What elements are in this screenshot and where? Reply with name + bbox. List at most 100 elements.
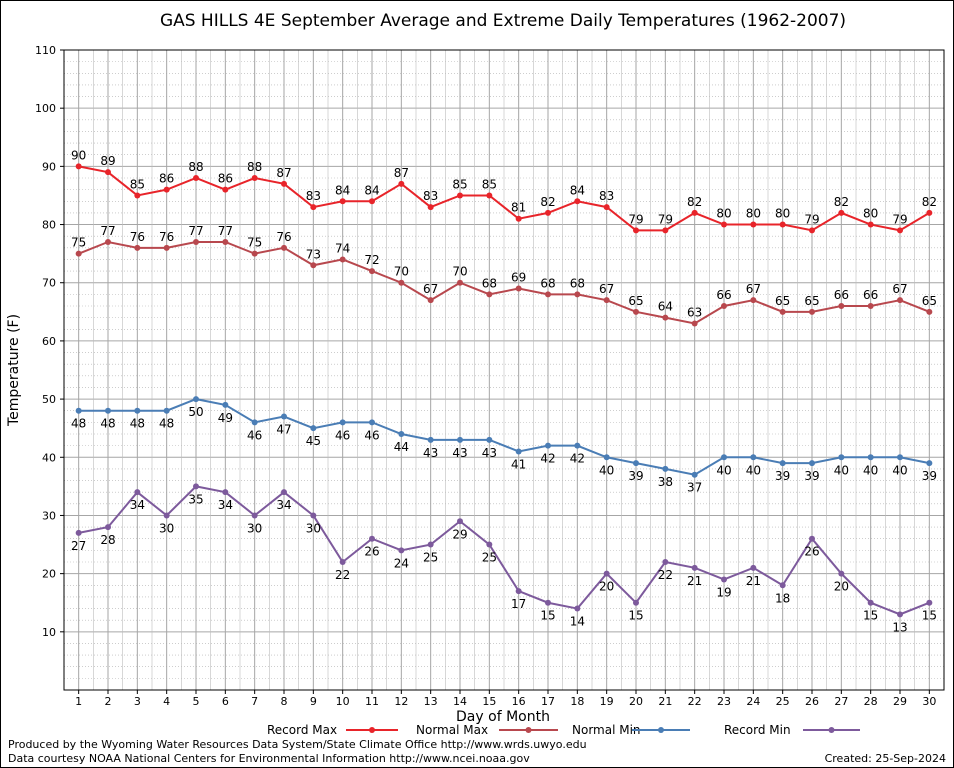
x-tick-label: 13 (424, 695, 438, 708)
data-label: 77 (218, 224, 233, 238)
data-point (515, 285, 522, 292)
data-point (721, 221, 727, 228)
y-tick-label: 40 (42, 451, 56, 464)
data-point (457, 279, 463, 286)
data-point (193, 239, 199, 245)
data-label: 84 (335, 183, 350, 197)
x-tick-label: 17 (541, 695, 555, 708)
data-label: 34 (276, 498, 291, 512)
data-label: 67 (423, 282, 438, 296)
data-point (574, 605, 581, 612)
legend: Record Max Normal Max Normal Min Record Min (267, 723, 860, 737)
data-label: 87 (276, 166, 291, 180)
data-label: 40 (716, 463, 731, 477)
y-tick-label: 60 (42, 335, 56, 348)
data-label: 67 (746, 282, 761, 296)
data-label: 43 (452, 446, 467, 460)
y-tick-label: 10 (42, 626, 56, 639)
data-point (339, 256, 346, 263)
data-label: 67 (892, 282, 907, 296)
data-point (545, 291, 551, 298)
data-point (809, 460, 815, 467)
x-tick-label: 9 (310, 695, 317, 708)
data-label: 46 (364, 428, 379, 442)
data-label: 40 (834, 463, 849, 477)
data-label: 88 (247, 160, 262, 174)
x-tick-label: 28 (864, 695, 878, 708)
data-label: 15 (922, 609, 937, 623)
data-point (134, 489, 141, 496)
data-point (691, 471, 698, 478)
footer-data-source: Data courtesy NOAA National Centers for … (8, 752, 530, 765)
data-label: 76 (130, 230, 145, 244)
data-point (251, 419, 258, 426)
data-point (897, 297, 903, 304)
data-label: 43 (482, 446, 497, 460)
data-point (105, 524, 111, 531)
data-label: 88 (188, 160, 203, 174)
data-point (163, 512, 170, 519)
data-point (222, 489, 229, 496)
data-label: 39 (922, 469, 937, 483)
series-line (78, 398, 930, 476)
data-point (691, 564, 698, 571)
data-label: 83 (306, 189, 321, 203)
data-label: 77 (188, 224, 203, 238)
data-label: 20 (599, 580, 614, 594)
data-label: 79 (804, 212, 819, 226)
data-label: 15 (540, 609, 555, 623)
data-label: 79 (628, 212, 643, 226)
data-label: 82 (687, 195, 702, 209)
data-point (897, 611, 903, 618)
data-label: 80 (863, 207, 878, 221)
data-point (486, 436, 493, 443)
data-point (926, 308, 933, 315)
y-tick-label: 70 (42, 277, 56, 290)
data-label: 65 (922, 294, 937, 308)
x-tick-label: 27 (834, 695, 848, 708)
data-point (662, 314, 669, 321)
data-point (545, 209, 551, 216)
data-point (251, 512, 258, 519)
data-point (339, 198, 346, 205)
series-record-min: 27 28 34 30 35 34 30 34 30 22 26 24 25 29 25 17 15 14 20 15… (71, 483, 937, 634)
data-label: 90 (71, 148, 86, 162)
plot-area (63, 49, 945, 691)
data-label: 27 (71, 539, 86, 553)
data-point (603, 204, 610, 211)
data-point (457, 518, 463, 525)
data-label: 64 (658, 300, 673, 314)
data-point (926, 599, 933, 606)
x-tick-label: 16 (512, 695, 526, 708)
data-point (838, 570, 845, 577)
data-label: 39 (628, 469, 643, 483)
data-label: 46 (335, 428, 350, 442)
data-label: 82 (922, 195, 937, 209)
series-layer: 90 89 85 86 88 86 88 87 83 84 84 87 83 85 85 81 82 84 83 79… (71, 148, 937, 634)
y-tick-label: 50 (42, 393, 56, 406)
data-label: 38 (658, 475, 673, 489)
data-point (545, 599, 551, 606)
x-tick-label: 4 (163, 695, 170, 708)
data-label: 13 (892, 620, 907, 634)
data-point (867, 599, 874, 606)
data-label: 29 (452, 527, 467, 541)
data-label: 82 (540, 195, 555, 209)
x-tick-label: 29 (893, 695, 907, 708)
data-point (193, 483, 199, 490)
footer-created-date: Created: 25-Sep-2024 (825, 752, 946, 765)
data-label: 40 (746, 463, 761, 477)
data-label: 45 (306, 434, 321, 448)
series-normal-max: 75 77 76 76 77 77 75 76 73 74 72 70 67 70 68 69 68 68 67 65… (71, 224, 937, 327)
data-label: 65 (804, 294, 819, 308)
x-tick-label: 3 (134, 695, 141, 708)
data-point (721, 454, 727, 461)
data-point (809, 308, 815, 315)
data-label: 34 (130, 498, 145, 512)
data-label: 44 (394, 440, 409, 454)
data-label: 81 (511, 201, 526, 215)
data-point (310, 262, 317, 269)
data-label: 46 (247, 428, 262, 442)
y-axis-label: Temperature (F) (6, 314, 22, 427)
